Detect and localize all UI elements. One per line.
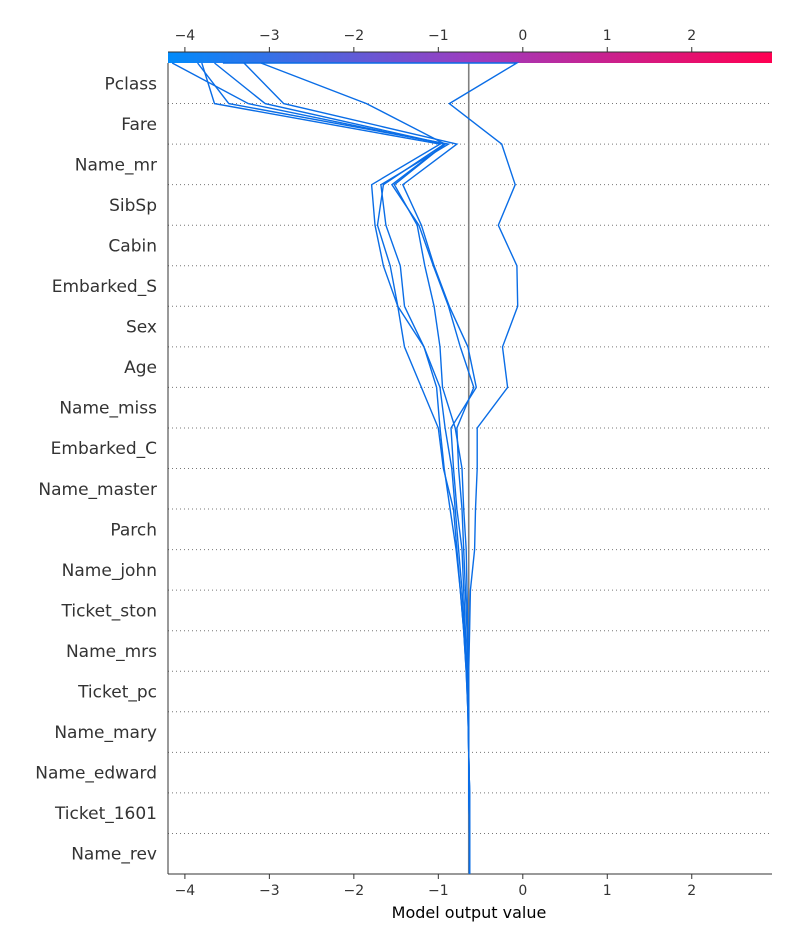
x-tick-label: −2 (344, 883, 365, 899)
feature-label: Name_mr (75, 155, 157, 175)
sample-line (222, 62, 520, 874)
top-tick-label: 0 (518, 28, 527, 44)
feature-label: Embarked_S (52, 277, 157, 297)
top-tick-label: −2 (344, 28, 365, 44)
feature-label: Name_edward (35, 764, 157, 784)
feature-label: Ticket_ston (61, 601, 158, 621)
feature-row-guides (168, 103, 772, 875)
feature-label: Ticket_pc (77, 683, 157, 703)
x-tick-label: −1 (428, 883, 449, 899)
feature-label: Ticket_1601 (54, 804, 157, 824)
series-lines (171, 62, 520, 874)
x-tick-label: −4 (175, 883, 196, 899)
top-tick-label: −1 (428, 28, 449, 44)
feature-label: Parch (110, 520, 157, 540)
x-tick-label: 1 (603, 883, 612, 899)
top-tick-label: −4 (175, 28, 196, 44)
feature-labels: Pclass Fare Name_mr SibSp Cabin Embarked_S Sex… (35, 74, 157, 864)
x-tick-label: 2 (687, 883, 696, 899)
top-tick-label: −3 (259, 28, 280, 44)
feature-label: Name_john (62, 561, 157, 581)
feature-label: Name_miss (59, 399, 157, 419)
colorbar (168, 52, 772, 63)
feature-label: Pclass (105, 74, 158, 94)
top-tick-label: 1 (603, 28, 612, 44)
feature-label: SibSp (109, 196, 157, 216)
feature-label: Age (124, 358, 157, 378)
sample-line (201, 62, 471, 874)
feature-label: Fare (121, 115, 157, 135)
x-tick-label: 0 (518, 883, 527, 899)
top-tick-label: 2 (687, 28, 696, 44)
x-tick-label: −3 (259, 883, 280, 899)
feature-label: Name_mrs (66, 642, 157, 662)
axes: −4 −4 −3 −3 −2 −2 −1 −1 0 0 1 1 2 2 (167, 28, 772, 899)
feature-label: Cabin (108, 236, 157, 256)
feature-label: Name_master (38, 480, 157, 500)
feature-label: Embarked_C (51, 439, 157, 459)
feature-label: Name_rev (71, 845, 157, 865)
feature-label: Name_mary (54, 723, 157, 743)
feature-label: Sex (126, 318, 157, 338)
x-axis-title: Model output value (392, 903, 547, 922)
